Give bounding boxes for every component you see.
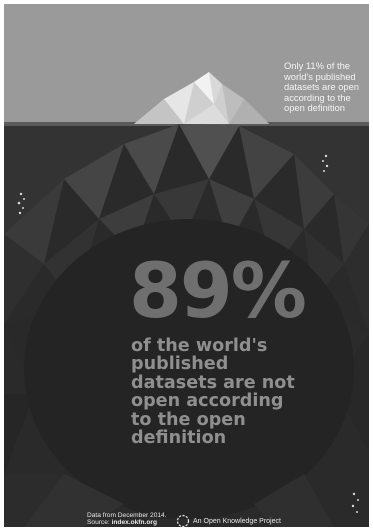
footer-organization: An Open Knowledge Project [193,518,281,525]
footer-source-link[interactable]: index.okfn.org [111,519,157,527]
water-splash-icon [17,154,359,513]
submerged-iceberg [4,124,369,527]
iceberg-tip [134,72,269,124]
footer-source: Data from December 2014. Source: index.o… [87,512,187,527]
infographic: Only 11% of the world's published datase… [4,4,369,527]
main-statement: of the world's published datasets are no… [131,336,295,449]
tip-caption: Only 11% of the world's published datase… [284,60,360,114]
open-knowledge-logo-icon [176,514,190,527]
footer-source-prefix: Source: [87,519,112,527]
footer-data-line: Data from December 2014. [87,512,167,519]
iceberg-illustration [4,4,369,527]
big-percent: 89% [129,246,307,335]
